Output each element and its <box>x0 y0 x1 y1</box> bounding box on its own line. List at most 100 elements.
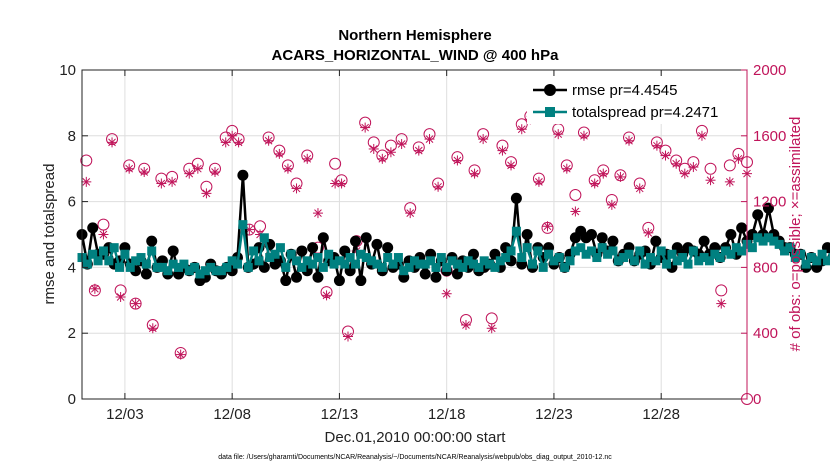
assimilated-obs-marker <box>452 155 463 166</box>
assimilated-obs-marker <box>441 288 452 299</box>
assimilated-obs-marker <box>210 166 220 177</box>
totalspread-point <box>581 249 591 259</box>
rmse-point <box>291 271 303 283</box>
x-tick-label: 12/08 <box>213 406 251 423</box>
totalspread-point <box>351 259 361 269</box>
y-tick-label-right: 1600 <box>753 128 786 145</box>
totalspread-point <box>608 246 618 256</box>
totalspread-point <box>640 259 650 269</box>
y-tick-label-right: 800 <box>753 259 778 276</box>
totalspread-point <box>125 262 135 272</box>
totalspread-point <box>501 253 511 263</box>
totalspread-point <box>731 243 741 253</box>
totalspread-point <box>613 256 623 266</box>
assimilated-obs-marker <box>578 130 589 141</box>
y-tick-label-left: 0 <box>68 391 76 408</box>
totalspread-point <box>796 249 806 259</box>
totalspread-point <box>345 253 355 263</box>
totalspread-point <box>356 249 366 259</box>
totalspread-point <box>790 253 800 263</box>
totalspread-point <box>769 236 779 246</box>
assimilated-obs-marker <box>570 206 581 217</box>
assimilated-obs-marker <box>312 208 323 219</box>
assimilated-obs-marker <box>696 130 707 141</box>
assimilated-obs-marker <box>336 178 347 189</box>
assimilated-obs-marker <box>705 175 716 186</box>
totalspread-point <box>597 243 607 253</box>
x-tick-label: 12/28 <box>642 406 680 423</box>
totalspread-point <box>737 246 747 256</box>
asterisk-stroke <box>498 146 507 155</box>
possible-obs-marker <box>715 284 728 297</box>
totalspread-point <box>259 233 269 243</box>
rmse-point <box>419 268 431 280</box>
asterisk-stroke <box>361 123 370 132</box>
totalspread-point <box>410 256 419 266</box>
totalspread-point <box>206 262 216 272</box>
footnote: data file: /Users/gharamti/Documents/NCA… <box>218 454 612 461</box>
asterisk-stroke <box>228 131 237 140</box>
assimilated-obs-marker <box>624 135 635 146</box>
totalspread-point <box>522 243 532 253</box>
totalspread-point <box>383 253 393 263</box>
assimilated-obs-marker <box>175 349 186 360</box>
y-tick-label-right: 0 <box>753 391 761 408</box>
rmse-point <box>430 271 442 283</box>
chart-title-line2: ACARS_HORIZONTAL_WIND @ 400 hPa <box>272 47 560 64</box>
assimilated-obs-marker <box>139 166 150 177</box>
assimilated-obs-marker <box>302 153 313 164</box>
assimilated-obs-marker <box>506 160 517 171</box>
rmse-point <box>280 275 292 287</box>
asterisk-stroke <box>125 164 134 173</box>
totalspread-point <box>635 246 645 256</box>
totalspread-point <box>801 259 811 269</box>
assimilated-obs-marker <box>405 208 416 219</box>
totalspread-point <box>517 253 527 263</box>
asterisk-stroke <box>507 161 515 170</box>
y-tick-label-left: 8 <box>68 128 76 145</box>
assimilated-obs-marker <box>413 145 424 156</box>
totalspread-point <box>533 246 543 256</box>
y-tick-label-right: 1200 <box>753 194 786 211</box>
rmse-point <box>307 242 319 254</box>
rmse-point <box>350 235 362 247</box>
totalspread-point <box>179 259 189 269</box>
totalspread-point <box>426 256 436 266</box>
x-tick-label: 12/13 <box>321 406 359 423</box>
assimilated-obs-marker <box>598 168 609 179</box>
asterisk-stroke <box>599 169 608 178</box>
totalspread-point <box>474 262 484 272</box>
totalspread-point <box>195 269 205 279</box>
legend-box <box>527 76 739 124</box>
asterisk-stroke <box>264 136 273 145</box>
asterisk-stroke <box>625 136 633 145</box>
y-tick-label-right: 2000 <box>753 62 786 79</box>
totalspread-point <box>710 249 720 259</box>
assimilated-obs-marker <box>433 181 444 192</box>
assimilated-obs-marker <box>377 153 388 164</box>
rmse-point <box>585 229 597 240</box>
totalspread-point <box>828 253 830 263</box>
asterisk-stroke <box>479 135 487 143</box>
totalspread-point <box>763 233 773 243</box>
asterisk-stroke <box>470 169 479 178</box>
assimilated-obs-marker <box>589 178 600 189</box>
totalspread-point <box>222 262 232 272</box>
asterisk-stroke <box>717 299 726 308</box>
assimilated-obs-marker <box>516 124 527 135</box>
totalspread-point <box>109 243 119 253</box>
totalspread-point <box>313 253 323 263</box>
asterisk-stroke <box>193 164 202 173</box>
assimilated-obs-marker <box>107 137 118 148</box>
y-tick-label-left: 4 <box>68 259 76 276</box>
asterisk-stroke <box>680 169 689 178</box>
totalspread-point <box>420 259 430 269</box>
totalspread-point <box>399 266 409 276</box>
asterisk-stroke <box>303 154 312 163</box>
asterisk-stroke <box>292 184 301 193</box>
assimilated-obs-marker <box>561 163 572 174</box>
totalspread-point <box>442 262 452 272</box>
asterisk-stroke <box>734 154 743 163</box>
totalspread-point <box>152 262 162 272</box>
rmse-point <box>371 238 383 250</box>
